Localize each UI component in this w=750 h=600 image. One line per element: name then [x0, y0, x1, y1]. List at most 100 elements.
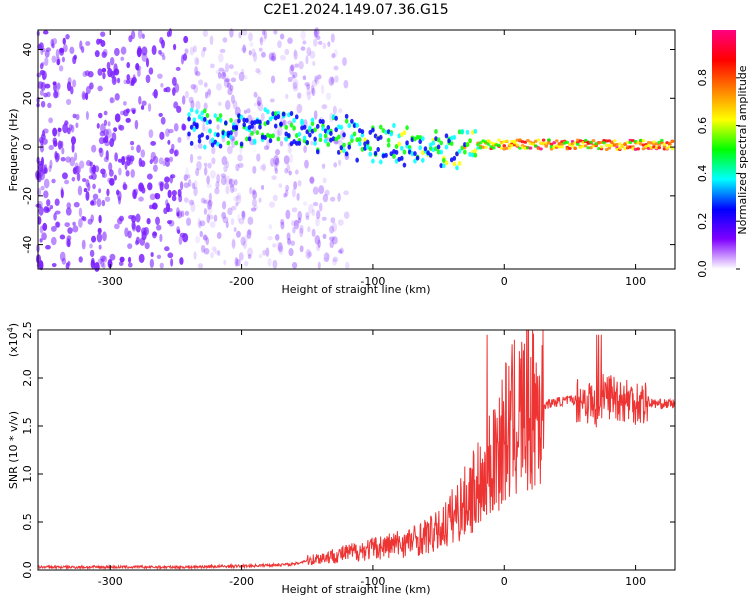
spectrogram-cell	[62, 37, 66, 45]
spectrogram-cell	[152, 231, 158, 237]
spectrogram-cell	[158, 49, 162, 55]
spectrogram-cell	[134, 119, 139, 130]
spectrogram-cell	[45, 244, 51, 250]
spectrogram-cell	[60, 157, 66, 162]
spectrogram-cell	[118, 261, 124, 266]
spectrogram-cell	[330, 217, 336, 224]
spectrogram-cell	[107, 121, 111, 127]
spectrogram-ridge-cell	[313, 127, 317, 133]
spectrogram-cell	[193, 144, 199, 150]
spectrogram-cell	[322, 42, 327, 49]
snr-x-axis-title: Height of straight line (km)	[281, 583, 430, 596]
spectrogram-cell	[306, 91, 312, 101]
spectrogram-cell	[332, 105, 337, 115]
spectrogram-cell	[221, 212, 227, 220]
y-tick-label: 0.5	[21, 513, 34, 531]
spectrogram-cell	[207, 200, 212, 210]
spectrogram-cell	[322, 233, 327, 239]
spectrogram-cell	[208, 192, 212, 202]
spectrogram-cell	[73, 201, 80, 208]
spectrogram-cell	[261, 33, 267, 43]
spectrogram-ridge-cell	[292, 117, 296, 123]
spectrogram-cell	[310, 140, 314, 146]
spectrogram-ridge-cell	[570, 144, 575, 148]
snr-panel: -300 -200 -100 0 100 0.0 0.5 1.0 1.5 2.0 2.5 Heig…	[6, 321, 676, 596]
spectrogram-cell	[65, 207, 72, 216]
spectrogram-ridge-cell	[386, 137, 391, 143]
spectrogram-cell	[74, 162, 79, 170]
spectrogram-cell	[116, 217, 123, 225]
spectrogram-cell	[59, 251, 66, 262]
spectrogram-cell	[183, 35, 189, 44]
spectrogram-ridge-cell	[470, 152, 475, 158]
spectrogram-ridge-cell	[239, 114, 244, 120]
spectrogram-cell	[120, 56, 125, 61]
spectrogram-cell	[50, 236, 57, 246]
spectrogram-cell	[146, 173, 153, 180]
spectrogram-cell	[247, 247, 253, 257]
spectrogram-cell	[280, 218, 285, 225]
spectrogram-cell	[46, 199, 51, 207]
spectrogram-cell	[252, 190, 258, 200]
spectrogram-cell	[289, 65, 294, 75]
spectrogram-ridge-cell	[384, 152, 388, 158]
spectrogram-cell	[274, 157, 280, 167]
spectrogram-ridge-cell	[255, 119, 260, 125]
spectrogram-ridge-cell	[384, 129, 388, 135]
spectrogram-ridge-cell	[224, 120, 228, 126]
spectrogram-cell	[304, 82, 310, 87]
spectrogram-ridge-cell	[599, 145, 604, 149]
spectrogram-cell	[332, 258, 337, 266]
spectrogram-cell	[277, 40, 282, 49]
spectrogram-cell	[182, 232, 189, 243]
spectrogram-cell	[135, 63, 140, 71]
y-tick-label: 2.5	[21, 321, 34, 339]
spectrogram-cell	[163, 207, 168, 215]
spectrogram-cell	[292, 71, 298, 78]
spectrogram-cell	[113, 174, 117, 181]
spectrogram-cell	[197, 263, 204, 269]
spectrogram-cell	[127, 256, 132, 263]
spectrogram-cell	[280, 221, 285, 230]
spectrogram-ridge-cell	[310, 121, 315, 127]
spectrogram-cell	[274, 234, 280, 241]
x-tick-label: -100	[360, 275, 385, 288]
spectrogram-ridge-cell	[465, 129, 470, 135]
spectrogram-cell	[81, 46, 85, 54]
spectrogram-cell	[102, 137, 107, 144]
spectrogram-cell	[75, 122, 79, 129]
spectrogram-cell	[312, 201, 319, 207]
y-tick-label: 1.5	[21, 417, 34, 435]
spectrogram-ridge-cell	[665, 146, 669, 150]
spectrogram-ridge-cell	[625, 145, 630, 149]
spectrogram-cell	[252, 189, 256, 195]
spectrogram-cell	[267, 257, 272, 267]
spectrogram-cell	[149, 204, 153, 210]
spectrogram-cell	[209, 63, 215, 69]
spectrogram-ridge-cell	[526, 146, 530, 150]
spectrogram-cell	[177, 229, 181, 234]
spectrogram-cell	[122, 109, 129, 117]
spectrogram-ridge-cell	[371, 127, 375, 133]
spectrogram-cell	[198, 143, 203, 149]
spectrogram-cell	[343, 211, 350, 220]
spectrogram-cell	[109, 177, 115, 186]
spectrogram-cell	[225, 185, 230, 195]
spectrogram-ridge-cell	[284, 136, 289, 142]
spectrogram-ridge-cell	[336, 124, 341, 130]
spectrogram-ridge-cell	[268, 138, 273, 144]
spectrogram-cell	[247, 228, 252, 236]
spectrogram-cell	[200, 49, 206, 58]
spectrogram-cell	[98, 188, 102, 194]
spectrogram-cell	[40, 185, 45, 191]
spectrogram-ridge-cell	[515, 143, 520, 147]
spectrogram-ridge-cell	[442, 163, 446, 169]
spectrogram-cell	[51, 262, 57, 268]
spectrogram-cell	[284, 189, 289, 197]
spectrogram-cell	[218, 67, 224, 72]
spectrogram-cell	[52, 127, 58, 137]
spectrogram-cell	[260, 164, 266, 171]
spectrogram-cell	[226, 75, 230, 84]
spectrogram-cell	[278, 183, 283, 189]
spectrogram-ridge-cell	[392, 123, 396, 129]
